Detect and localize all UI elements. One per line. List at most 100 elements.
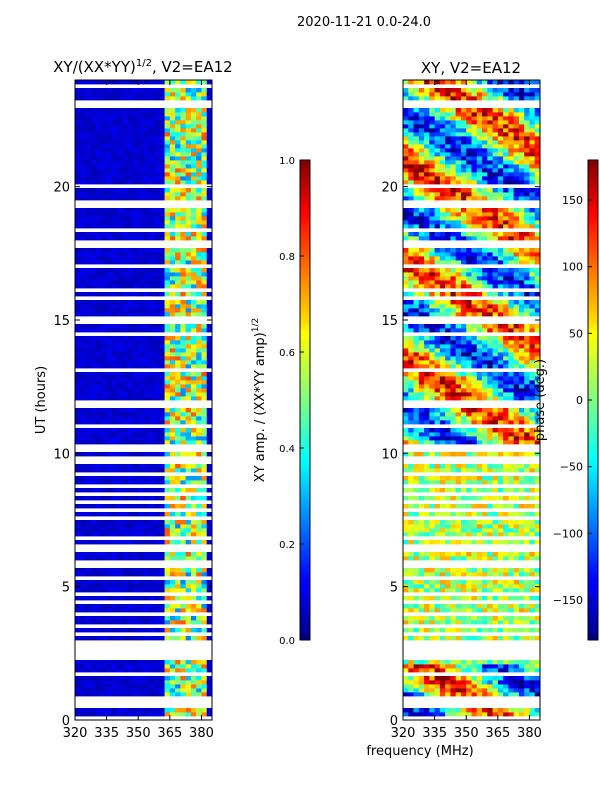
amp-cell — [185, 660, 192, 665]
amp-cell — [90, 620, 97, 625]
amp-cell — [117, 480, 123, 485]
amp-cell — [101, 324, 108, 329]
amp-cell — [117, 144, 123, 149]
phase-cell — [434, 608, 441, 613]
amp-cell — [201, 256, 208, 261]
amp-cell — [111, 272, 118, 277]
phase-cell — [497, 568, 504, 573]
amp-cell — [206, 540, 212, 545]
amp-cell — [190, 120, 197, 125]
amp-cell — [101, 572, 108, 577]
amp-cell — [80, 312, 86, 317]
amp-cell — [180, 220, 187, 225]
phase-cell — [424, 384, 430, 389]
amp-cell — [169, 676, 176, 681]
amp-cell — [127, 528, 134, 533]
phase-cell — [503, 304, 509, 309]
phase-cell — [508, 608, 515, 613]
amp-cell — [96, 596, 102, 601]
phase-cell — [408, 684, 414, 689]
amp-cell — [185, 692, 192, 697]
amp-cell — [180, 344, 187, 349]
amp-cell — [96, 408, 102, 413]
phase-cell — [497, 524, 504, 529]
phase-cell — [455, 272, 462, 277]
amp-cell — [122, 152, 129, 157]
amp-cell — [101, 356, 108, 361]
amp-cell — [169, 412, 176, 417]
amp-cell — [185, 128, 192, 133]
phase-cell — [466, 348, 472, 353]
phase-cell — [529, 280, 536, 285]
phase-cell — [413, 664, 420, 669]
phase-cell — [492, 596, 499, 601]
amp-cell — [122, 660, 129, 665]
phase-cell — [487, 272, 493, 277]
phase-cell — [424, 256, 430, 261]
amp-cell — [138, 148, 144, 153]
amp-cell — [96, 440, 102, 445]
amp-cell — [196, 352, 202, 357]
amp-cell — [75, 396, 81, 401]
phase-cell — [529, 436, 536, 441]
amp-cell — [117, 416, 123, 421]
amp-cell — [75, 196, 81, 201]
phase-cell — [508, 580, 515, 585]
amp-cell — [106, 172, 113, 177]
amp-cell — [101, 512, 108, 517]
amp-cell — [154, 336, 160, 341]
amp-cell — [185, 664, 192, 669]
amp-cell — [132, 588, 139, 593]
amp-cell — [143, 216, 150, 221]
amp-cell — [90, 480, 97, 485]
amp-cell — [85, 504, 92, 509]
amp-cell — [80, 164, 86, 169]
amp-cell — [148, 268, 155, 273]
amp-cell — [138, 464, 144, 469]
amp-cell — [201, 96, 208, 101]
amp-cell — [196, 88, 202, 93]
amp-cell — [148, 364, 155, 369]
amp-cell — [96, 252, 102, 257]
amp-cell — [175, 208, 181, 213]
amp-cell — [101, 160, 108, 165]
amp-cell — [85, 496, 92, 501]
phase-cell — [497, 272, 504, 277]
amp-cell — [190, 128, 197, 133]
amp-cell — [96, 364, 102, 369]
amp-cell — [206, 256, 212, 261]
phase-cell — [450, 504, 457, 509]
amp-cell — [159, 116, 165, 121]
phase-cell — [492, 584, 499, 589]
amp-cell — [169, 436, 176, 441]
phase-cell — [482, 272, 488, 277]
phase-cell — [455, 488, 462, 493]
amp-cell — [148, 348, 155, 353]
amp-cell — [111, 192, 118, 197]
phase-cell — [513, 308, 520, 313]
amp-cell — [201, 208, 208, 213]
phase-cell — [403, 464, 409, 469]
amp-cell — [85, 344, 92, 349]
phase-cell — [534, 304, 540, 309]
amp-cell — [143, 336, 150, 341]
phase-cell — [524, 552, 530, 557]
phase-cell — [529, 568, 536, 573]
amp-cell — [143, 568, 150, 573]
amp-cell — [117, 164, 123, 169]
phase-cell — [439, 268, 446, 273]
phase-cell — [403, 284, 409, 289]
amp-cell — [175, 572, 181, 577]
amp-cell — [96, 140, 102, 145]
amp-cell — [101, 128, 108, 133]
amp-cell — [106, 412, 113, 417]
phase-cell — [482, 300, 488, 305]
phase-cell — [492, 392, 499, 397]
phase-cell — [429, 280, 436, 285]
phase-cell — [429, 604, 436, 609]
phase-cell — [418, 572, 425, 577]
phase-cell — [434, 616, 441, 621]
amp-cell — [85, 604, 92, 609]
phase-cell — [534, 452, 540, 457]
phase-cell — [524, 620, 530, 625]
